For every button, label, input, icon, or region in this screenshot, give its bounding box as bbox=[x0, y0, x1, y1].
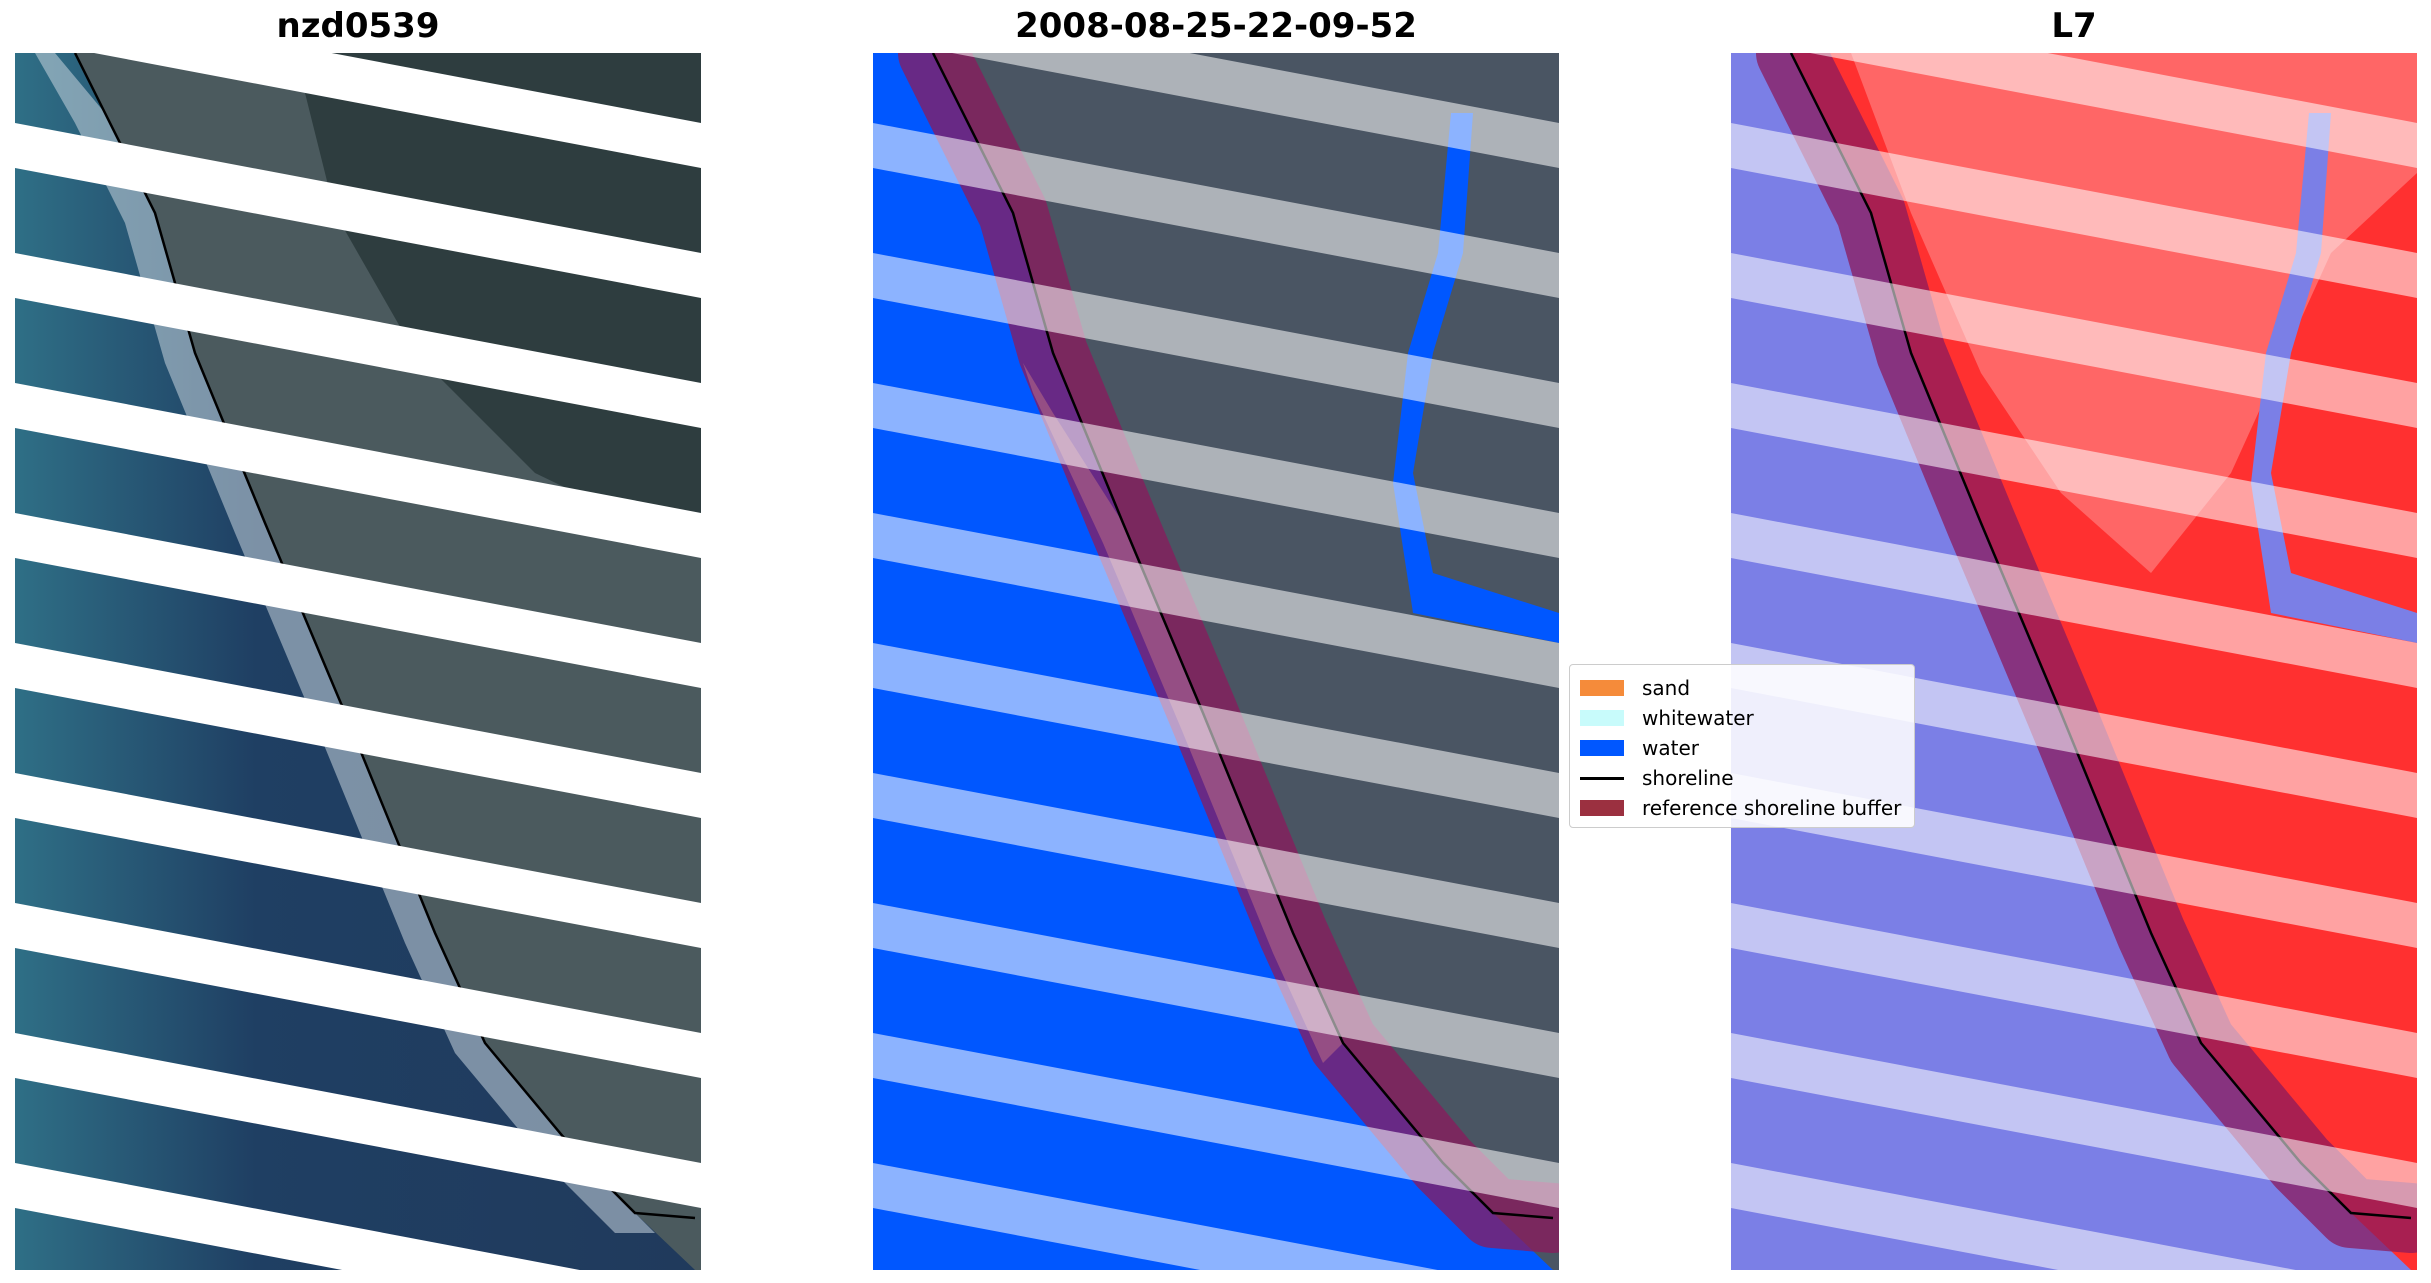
panel-title-3: L7 bbox=[2051, 6, 2097, 46]
legend-item-reference-buffer: reference shoreline buffer bbox=[1580, 793, 1904, 823]
rgb-image-panel bbox=[15, 53, 701, 1270]
whitewater-swatch bbox=[1580, 710, 1624, 726]
legend-label-whitewater: whitewater bbox=[1642, 706, 1754, 730]
legend-label-water: water bbox=[1642, 736, 1699, 760]
panel-title-1: nzd0539 bbox=[276, 6, 440, 46]
legend-label-shoreline: shoreline bbox=[1642, 766, 1734, 790]
legend-item-sand: sand bbox=[1580, 673, 1904, 703]
water-swatch bbox=[1580, 740, 1624, 756]
legend-label-reference-buffer: reference shoreline buffer bbox=[1642, 796, 1902, 820]
classification-panel bbox=[873, 53, 1559, 1270]
legend-item-whitewater: whitewater bbox=[1580, 703, 1904, 733]
legend-item-water: water bbox=[1580, 733, 1904, 763]
reference-buffer-swatch bbox=[1580, 800, 1624, 816]
scanline-gaps bbox=[15, 53, 701, 1270]
legend-item-shoreline: shoreline bbox=[1580, 763, 1904, 793]
sand-swatch bbox=[1580, 680, 1624, 696]
legend: sand whitewater water shoreline referenc… bbox=[1569, 664, 1915, 828]
legend-label-sand: sand bbox=[1642, 676, 1691, 700]
vegetation-area bbox=[295, 53, 701, 553]
shoreline-swatch bbox=[1580, 776, 1624, 780]
index-panel bbox=[1731, 53, 2417, 1270]
surf-zone bbox=[35, 53, 655, 1233]
panel-title-2: 2008-08-25-22-09-52 bbox=[1015, 6, 1417, 46]
